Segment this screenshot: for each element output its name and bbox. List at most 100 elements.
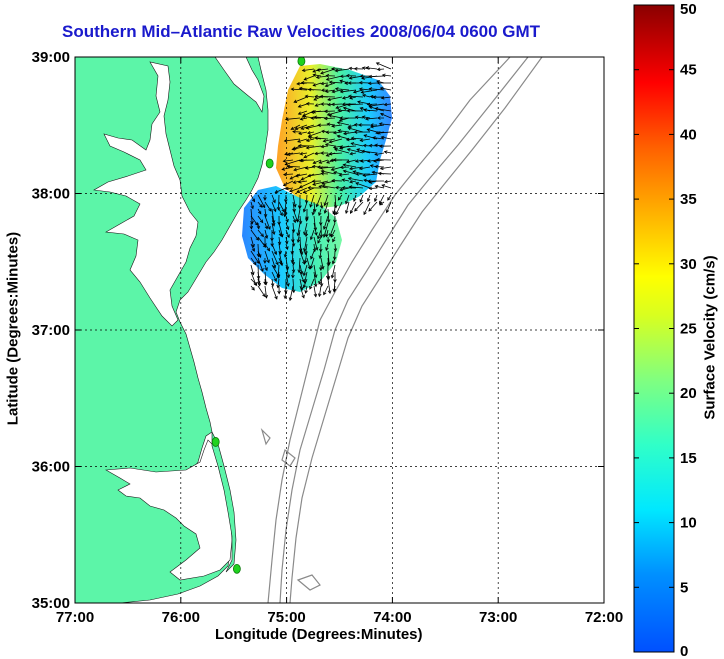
velocity-arrow bbox=[324, 194, 329, 206]
velocity-arrow bbox=[304, 75, 315, 81]
chesapeake-bay bbox=[93, 61, 199, 327]
velocity-arrow bbox=[289, 187, 301, 192]
velocity-arrow bbox=[349, 186, 364, 189]
velocity-patch-north bbox=[276, 64, 392, 208]
velocity-arrow bbox=[257, 257, 264, 272]
velocity-arrow-head bbox=[285, 240, 289, 245]
velocity-arrow-head bbox=[258, 254, 262, 258]
velocity-arrow-head bbox=[375, 130, 379, 135]
velocity-arrow bbox=[285, 117, 301, 120]
velocity-arrow-head bbox=[333, 248, 338, 252]
velocity-arrow-head bbox=[357, 100, 361, 104]
velocity-arrow bbox=[264, 264, 268, 271]
velocity-arrow bbox=[321, 173, 329, 175]
velocity-arrow-head bbox=[312, 73, 317, 77]
velocity-arrow-head bbox=[317, 235, 321, 240]
x-tick-label: 75:00 bbox=[267, 609, 305, 626]
velocity-arrow-head bbox=[251, 243, 255, 248]
velocity-arrow-head bbox=[289, 176, 294, 180]
velocity-arrow-head bbox=[364, 117, 369, 121]
velocity-arrow bbox=[314, 137, 329, 140]
velocity-arrow bbox=[379, 123, 392, 126]
velocity-arrow bbox=[363, 134, 378, 140]
velocity-arrow-head bbox=[341, 102, 346, 106]
velocity-arrow-head bbox=[309, 236, 314, 241]
velocity-arrow bbox=[343, 131, 357, 135]
velocity-arrow-head bbox=[341, 186, 346, 190]
velocity-arrow-head bbox=[335, 105, 340, 110]
velocity-arrow-head bbox=[249, 225, 254, 230]
velocity-arrow-head bbox=[327, 290, 332, 295]
velocity-arrow-head bbox=[381, 184, 386, 188]
velocity-arrow bbox=[313, 82, 322, 87]
velocity-arrow-head bbox=[356, 148, 360, 152]
velocity-arrow-head bbox=[319, 267, 323, 272]
velocity-arrow-head bbox=[347, 176, 352, 181]
velocity-arrow-head bbox=[341, 96, 346, 100]
velocity-arrow bbox=[313, 236, 318, 251]
velocity-arrow-head bbox=[291, 147, 296, 151]
velocity-arrow-head bbox=[333, 170, 337, 175]
velocity-arrow-head bbox=[363, 108, 367, 112]
velocity-arrow-head bbox=[379, 166, 384, 171]
station-markers bbox=[211, 57, 306, 574]
velocity-arrow-head bbox=[250, 220, 254, 225]
velocity-arrow-head bbox=[277, 241, 282, 246]
velocity-arrow bbox=[310, 250, 315, 260]
velocity-arrow bbox=[304, 271, 308, 284]
velocity-arrow bbox=[303, 222, 308, 235]
velocity-arrow bbox=[285, 243, 288, 250]
velocity-arrow-head bbox=[304, 166, 309, 170]
velocity-arrow-head bbox=[307, 87, 312, 92]
velocity-arrow-head bbox=[378, 144, 383, 148]
velocity-arrow-head bbox=[352, 90, 357, 94]
velocity-arrow-head bbox=[251, 248, 255, 252]
velocity-arrow bbox=[257, 278, 260, 285]
velocity-arrow-head bbox=[271, 231, 276, 236]
velocity-arrow bbox=[306, 194, 308, 203]
velocity-arrow bbox=[362, 94, 371, 98]
velocity-arrow-head bbox=[297, 104, 302, 108]
velocity-arrow-head bbox=[374, 107, 379, 111]
velocity-arrow bbox=[351, 142, 364, 147]
velocity-arrow-head bbox=[339, 89, 344, 94]
velocity-arrow-head bbox=[358, 80, 363, 85]
velocity-arrow-head bbox=[294, 126, 299, 131]
velocity-arrow-head bbox=[260, 268, 264, 272]
velocity-arrow bbox=[250, 229, 259, 241]
velocity-arrow bbox=[299, 215, 302, 224]
velocity-arrow bbox=[327, 278, 331, 294]
velocity-arrow bbox=[310, 257, 315, 269]
velocity-arrow bbox=[320, 68, 336, 74]
velocity-arrow-head bbox=[372, 95, 376, 99]
velocity-arrow bbox=[321, 170, 336, 175]
velocity-arrow-head bbox=[307, 186, 311, 190]
velocity-arrow bbox=[271, 194, 276, 203]
velocity-arrow bbox=[298, 257, 301, 273]
velocity-arrow bbox=[380, 87, 392, 91]
velocity-arrow bbox=[381, 96, 392, 99]
velocity-arrow bbox=[292, 236, 295, 247]
y-tick-label: 37:00 bbox=[32, 322, 70, 339]
velocity-arrow-head bbox=[312, 83, 317, 87]
velocity-arrow bbox=[278, 208, 283, 216]
velocity-arrow bbox=[362, 67, 371, 70]
x-tick-label: 72:00 bbox=[585, 609, 623, 626]
velocity-arrow bbox=[250, 250, 260, 264]
velocity-arrow-head bbox=[263, 213, 268, 218]
velocity-arrow-head bbox=[326, 160, 330, 164]
colorbar-ticks: 0 5 10 15 20 25 30 35 40 45 50 bbox=[634, 1, 697, 659]
velocity-arrow bbox=[366, 67, 378, 70]
velocity-arrow-head bbox=[332, 158, 337, 162]
velocity-arrow-head bbox=[314, 151, 318, 156]
velocity-arrow-head bbox=[306, 131, 311, 135]
velocity-arrow-head bbox=[331, 102, 335, 107]
velocity-arrow bbox=[271, 257, 276, 269]
velocity-arrow-head bbox=[369, 164, 374, 168]
velocity-arrow bbox=[323, 215, 329, 230]
velocity-arrow bbox=[278, 229, 282, 237]
velocity-arrow bbox=[290, 124, 301, 130]
velocity-arrow-head bbox=[334, 68, 339, 73]
velocity-arrow-head bbox=[380, 112, 384, 117]
velocity-arrow bbox=[326, 75, 343, 81]
